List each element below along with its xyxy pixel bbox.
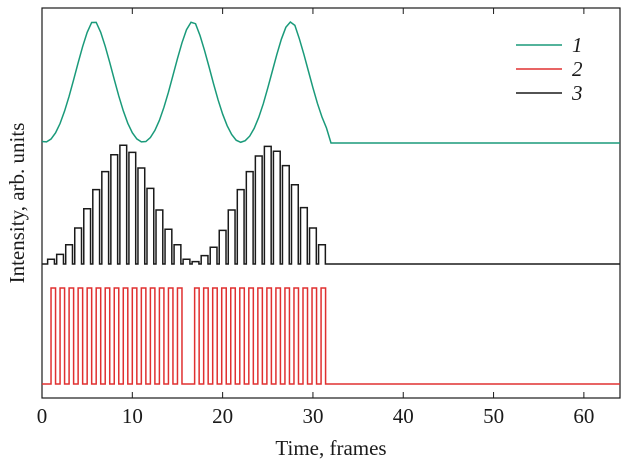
series-3-line bbox=[42, 144, 620, 265]
series-2-line bbox=[42, 287, 620, 385]
legend-label-2: 2 bbox=[572, 57, 583, 81]
series-layer bbox=[41, 20, 620, 385]
x-tick-label: 30 bbox=[302, 404, 323, 428]
x-tick-label: 60 bbox=[573, 404, 594, 428]
x-tick-label: 20 bbox=[212, 404, 233, 428]
legend-label-3: 3 bbox=[571, 81, 583, 105]
x-axis-label: Time, frames bbox=[275, 436, 386, 460]
series-1-line bbox=[41, 20, 620, 144]
x-tick-label: 40 bbox=[393, 404, 414, 428]
plot-frame bbox=[41, 7, 621, 399]
x-tick-label: 50 bbox=[483, 404, 504, 428]
x-tick-label: 10 bbox=[122, 404, 143, 428]
legend-label-1: 1 bbox=[572, 33, 583, 57]
legend: 123 bbox=[516, 33, 583, 105]
x-ticks: 0 10 20 30 40 50 60 bbox=[37, 8, 594, 428]
y-axis-label: Intensity, arb. units bbox=[5, 123, 29, 284]
x-tick-label: 0 bbox=[37, 404, 48, 428]
